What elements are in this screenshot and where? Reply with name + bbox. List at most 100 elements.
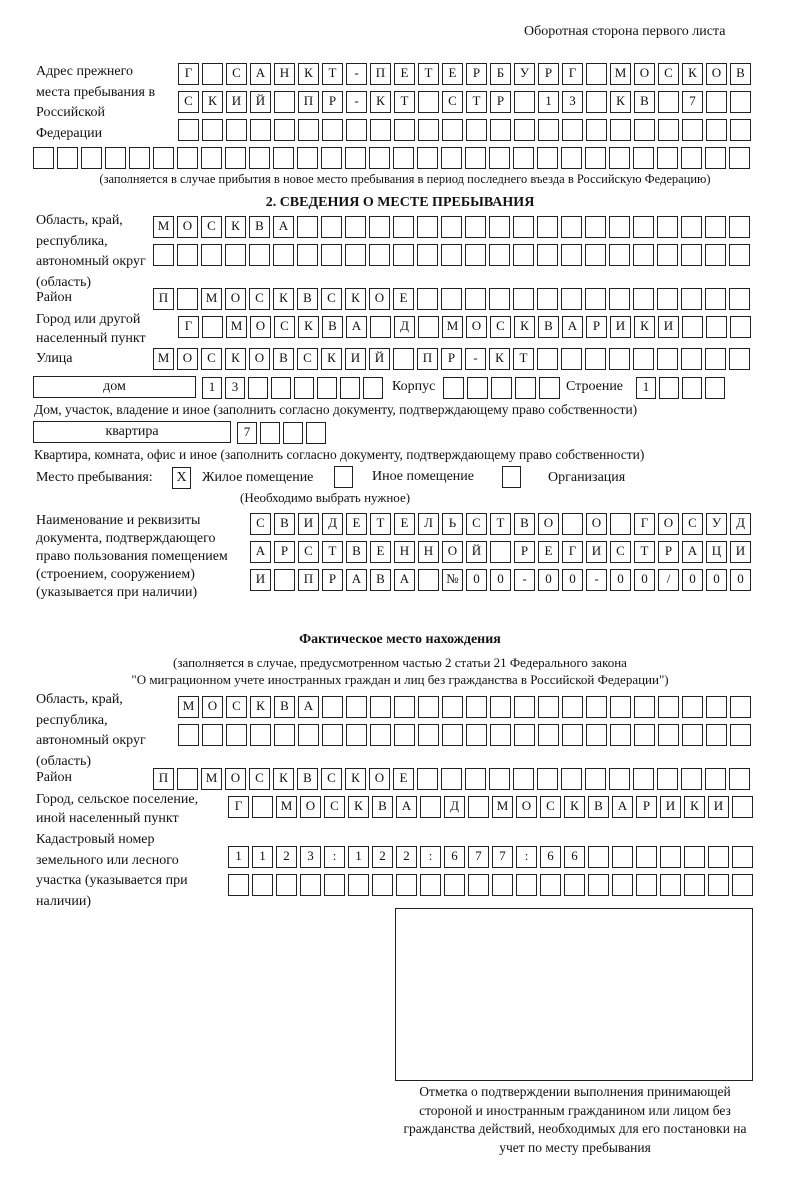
cadastral-cell[interactable]: : <box>324 846 345 868</box>
prev-address-cell[interactable]: Е <box>442 63 463 85</box>
stay-region-cell[interactable] <box>561 216 582 238</box>
document-cell[interactable]: Р <box>658 541 679 563</box>
stay-city-cell[interactable]: И <box>658 316 679 338</box>
document-cell[interactable]: Ц <box>706 541 727 563</box>
actual-city-cell[interactable]: К <box>684 796 705 818</box>
apartment-cell[interactable] <box>260 422 280 444</box>
actual-region-cell[interactable] <box>514 696 535 718</box>
prev-address-cell[interactable] <box>177 147 198 169</box>
stay-region-cell[interactable] <box>705 216 726 238</box>
actual-region-cell[interactable] <box>634 696 655 718</box>
stay-region-cell[interactable]: С <box>201 216 222 238</box>
actual-region-cell[interactable] <box>370 724 391 746</box>
actual-region-cell[interactable] <box>466 696 487 718</box>
korpus-cell[interactable] <box>491 377 512 399</box>
actual-city-cell[interactable] <box>420 796 441 818</box>
document-cell[interactable]: Н <box>418 541 439 563</box>
cadastral-cell[interactable]: 1 <box>348 846 369 868</box>
stay-district-cell[interactable] <box>177 288 198 310</box>
actual-city-cell[interactable]: А <box>612 796 633 818</box>
stay-region-cell[interactable] <box>441 244 462 266</box>
prev-address-cell[interactable] <box>202 63 223 85</box>
stay-region-cell[interactable] <box>321 244 342 266</box>
stay-street-cell[interactable] <box>561 348 582 370</box>
stay-street-cell[interactable]: К <box>225 348 246 370</box>
stay-region-cell[interactable] <box>657 216 678 238</box>
cadastral-cell[interactable] <box>228 874 249 896</box>
prev-address-cell[interactable] <box>33 147 54 169</box>
apartment-cell[interactable] <box>283 422 303 444</box>
stay-region-cell[interactable] <box>489 244 510 266</box>
actual-district-cell[interactable] <box>441 768 462 790</box>
house-number-cell[interactable] <box>248 377 268 399</box>
document-cell[interactable]: С <box>610 541 631 563</box>
stay-street-cell[interactable] <box>537 348 558 370</box>
prev-address-cell[interactable]: К <box>298 63 319 85</box>
stay-district-cell[interactable]: С <box>321 288 342 310</box>
actual-region-cell[interactable] <box>610 696 631 718</box>
stay-city-cell[interactable]: К <box>634 316 655 338</box>
stay-district-cell[interactable] <box>681 288 702 310</box>
actual-district-cell[interactable]: О <box>225 768 246 790</box>
actual-region-cell[interactable] <box>634 724 655 746</box>
stay-district-cell[interactable] <box>609 288 630 310</box>
actual-city-cell[interactable]: В <box>588 796 609 818</box>
actual-district-cell[interactable]: О <box>369 768 390 790</box>
prev-address-cell[interactable] <box>321 147 342 169</box>
document-cell[interactable]: 0 <box>466 569 487 591</box>
actual-district-cell[interactable]: К <box>273 768 294 790</box>
actual-region-cell[interactable] <box>442 724 463 746</box>
prev-address-cell[interactable]: - <box>346 91 367 113</box>
stay-region-cell[interactable] <box>633 244 654 266</box>
document-cell[interactable]: О <box>658 513 679 535</box>
document-cell[interactable]: С <box>298 541 319 563</box>
actual-region-cell[interactable] <box>682 696 703 718</box>
prev-address-cell[interactable] <box>201 147 222 169</box>
document-cell[interactable] <box>562 513 583 535</box>
actual-region-cell[interactable]: М <box>178 696 199 718</box>
prev-address-cell[interactable] <box>57 147 78 169</box>
document-cell[interactable]: Т <box>490 513 511 535</box>
actual-region-cell[interactable] <box>490 724 511 746</box>
cadastral-cell[interactable] <box>636 846 657 868</box>
stay-city-cell[interactable]: К <box>298 316 319 338</box>
actual-region-cell[interactable] <box>658 724 679 746</box>
actual-district-cell[interactable] <box>537 768 558 790</box>
cadastral-cell[interactable] <box>492 874 513 896</box>
stay-city-cell[interactable]: Д <box>394 316 415 338</box>
document-cell[interactable]: И <box>250 569 271 591</box>
actual-region-cell[interactable]: К <box>250 696 271 718</box>
prev-address-cell[interactable] <box>274 91 295 113</box>
document-cell[interactable]: А <box>346 569 367 591</box>
cadastral-cell[interactable] <box>684 874 705 896</box>
prev-address-cell[interactable]: Е <box>394 63 415 85</box>
actual-city-cell[interactable]: А <box>396 796 417 818</box>
prev-address-cell[interactable] <box>129 147 150 169</box>
stroenie-cell[interactable]: 1 <box>636 377 656 399</box>
actual-region-cell[interactable] <box>298 724 319 746</box>
cadastral-cell[interactable] <box>300 874 321 896</box>
house-number-cell[interactable] <box>271 377 291 399</box>
document-cell[interactable]: Р <box>322 569 343 591</box>
stay-street-cell[interactable] <box>609 348 630 370</box>
document-cell[interactable]: О <box>538 513 559 535</box>
stay-region-cell[interactable] <box>393 244 414 266</box>
stay-street-cell[interactable]: О <box>177 348 198 370</box>
prev-address-cell[interactable]: - <box>346 63 367 85</box>
actual-region-cell[interactable] <box>250 724 271 746</box>
document-cell[interactable] <box>490 541 511 563</box>
stay-district-cell[interactable] <box>729 288 750 310</box>
prev-address-cell[interactable] <box>394 119 415 141</box>
stay-district-cell[interactable]: П <box>153 288 174 310</box>
prev-address-cell[interactable] <box>369 147 390 169</box>
prev-address-cell[interactable]: К <box>202 91 223 113</box>
document-cell[interactable]: В <box>370 569 391 591</box>
cadastral-cell[interactable]: 3 <box>300 846 321 868</box>
stay-district-cell[interactable]: К <box>345 288 366 310</box>
document-cell[interactable]: А <box>394 569 415 591</box>
cadastral-cell[interactable]: : <box>420 846 441 868</box>
prev-address-cell[interactable] <box>514 91 535 113</box>
stay-city-cell[interactable]: А <box>562 316 583 338</box>
apartment-type-field[interactable]: квартира <box>33 421 231 443</box>
prev-address-cell[interactable] <box>730 119 751 141</box>
